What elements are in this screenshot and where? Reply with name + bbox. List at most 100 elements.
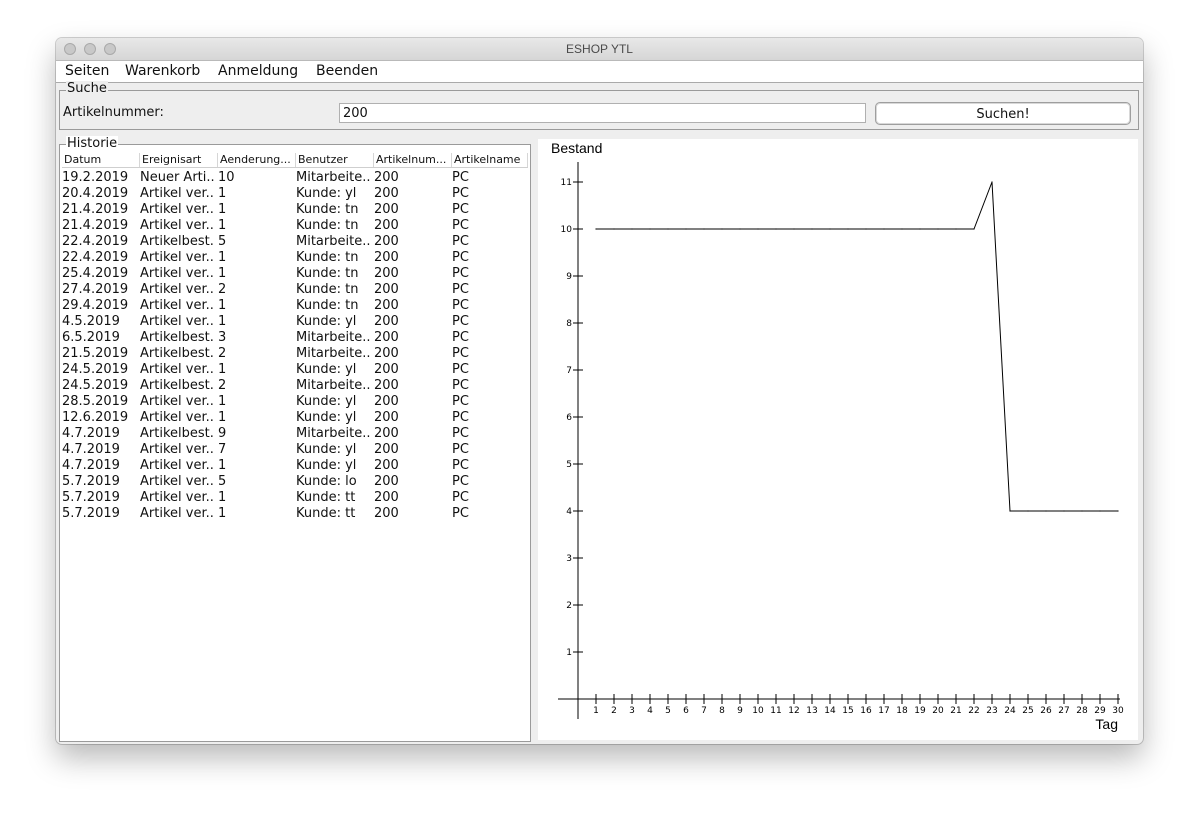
minimize-window-button[interactable] [84,43,96,55]
cell-datum: 24.5.2019 [62,362,129,377]
x-tick-label: 28 [1076,706,1088,716]
table-row[interactable]: 19.2.2019 Neuer Arti... 10 Mitarbeite... 200… [62,169,528,185]
menu-seiten[interactable]: Seiten [65,63,110,79]
cell-benutzer: Mitarbeite... [296,426,370,441]
menu-anmeldung[interactable]: Anmeldung [218,63,299,79]
series-line [596,181,1118,512]
cell-benutzer: Kunde: tn [296,218,359,233]
column-header-artikelnummer[interactable]: Artikelnum... [374,153,452,167]
cell-aenderung: 1 [218,394,227,409]
cell-ereignisart: Artikel ver... [140,458,214,473]
table-row[interactable]: 24.5.2019 Artikelbest... 2 Mitarbeite... 200… [62,377,528,393]
cell-ereignisart: Artikel ver... [140,202,214,217]
data-point [1009,510,1011,512]
cell-datum: 20.4.2019 [62,186,129,201]
x-tick-label: 8 [719,706,725,716]
article-number-input[interactable] [339,103,866,123]
table-row[interactable]: 5.7.2019 Artikel ver... 5 Kunde: lo 200 PC [62,473,528,489]
cell-artikelnummer: 200 [374,426,399,441]
data-point [649,228,651,230]
column-header-ereignisart[interactable]: Ereignisart [140,153,218,167]
table-row[interactable]: 29.4.2019 Artikel ver... 1 Kunde: tn 200 PC [62,297,528,313]
close-window-button[interactable] [64,43,76,55]
data-point [919,228,921,230]
table-row[interactable]: 4.7.2019 Artikel ver... 7 Kunde: yl 200 PC [62,441,528,457]
cell-aenderung: 10 [218,170,235,185]
cell-artikelname: PC [452,218,469,233]
cell-artikelnummer: 200 [374,346,399,361]
column-header-benutzer[interactable]: Benutzer [296,153,374,167]
cell-datum: 5.7.2019 [62,490,120,505]
table-row[interactable]: 6.5.2019 Artikelbest... 3 Mitarbeite... 200 P… [62,329,528,345]
x-tick-label: 3 [629,706,635,716]
cell-benutzer: Kunde: tn [296,298,359,313]
column-header-artikelname[interactable]: Artikelname [452,153,528,167]
cell-aenderung: 1 [218,410,227,425]
column-header-datum[interactable]: Datum [62,153,140,167]
data-point [1081,510,1083,512]
y-tick-label: 4 [566,507,572,517]
x-tick-label: 29 [1094,706,1106,716]
data-point [595,228,597,230]
x-tick-label: 26 [1040,706,1052,716]
x-tick-label: 25 [1022,706,1033,716]
data-point [973,228,975,230]
x-tick-label: 10 [752,706,764,716]
data-point [631,228,633,230]
cell-ereignisart: Artikel ver... [140,394,214,409]
table-row[interactable]: 21.4.2019 Artikel ver... 1 Kunde: tn 200 PC [62,217,528,233]
cell-benutzer: Mitarbeite... [296,330,370,345]
table-row[interactable]: 27.4.2019 Artikel ver... 2 Kunde: tn 200 PC [62,281,528,297]
x-tick-label: 13 [806,706,817,716]
data-point [937,228,939,230]
x-tick-label: 4 [647,706,653,716]
cell-ereignisart: Artikel ver... [140,186,214,201]
cell-artikelnummer: 200 [374,458,399,473]
data-point [829,228,831,230]
table-row[interactable]: 25.4.2019 Artikel ver... 1 Kunde: tn 200 PC [62,265,528,281]
table-row[interactable]: 20.4.2019 Artikel ver... 1 Kunde: yl 200 PC [62,185,528,201]
cell-artikelname: PC [452,266,469,281]
table-row[interactable]: 24.5.2019 Artikel ver... 1 Kunde: yl 200 PC [62,361,528,377]
x-tick-label: 2 [611,706,617,716]
cell-artikelnummer: 200 [374,186,399,201]
table-row[interactable]: 21.5.2019 Artikelbest... 2 Mitarbeite... 200… [62,345,528,361]
table-row[interactable]: 22.4.2019 Artikelbest... 5 Mitarbeite... 200… [62,233,528,249]
cell-datum: 19.2.2019 [62,170,129,185]
cell-benutzer: Kunde: tt [296,506,356,521]
zoom-window-button[interactable] [104,43,116,55]
cell-artikelname: PC [452,346,469,361]
table-row[interactable]: 5.7.2019 Artikel ver... 1 Kunde: tt 200 PC [62,505,528,521]
cell-datum: 4.7.2019 [62,426,120,441]
x-axis-label: Tag [1095,716,1118,732]
table-row[interactable]: 4.7.2019 Artikel ver... 1 Kunde: yl 200 PC [62,457,528,473]
cell-artikelname: PC [452,362,469,377]
table-row[interactable]: 4.5.2019 Artikel ver... 1 Kunde: yl 200 PC [62,313,528,329]
cell-benutzer: Mitarbeite... [296,234,370,249]
menu-warenkorb[interactable]: Warenkorb [125,63,201,79]
search-button[interactable]: Suchen! [875,102,1131,125]
y-axis-label: Bestand [551,140,602,156]
cell-artikelname: PC [452,394,469,409]
table-row[interactable]: 28.5.2019 Artikel ver... 1 Kunde: yl 200 PC [62,393,528,409]
cell-ereignisart: Artikelbest... [140,346,214,361]
data-point [1117,510,1119,512]
menu-beenden[interactable]: Beenden [316,63,379,79]
cell-benutzer: Mitarbeite... [296,346,370,361]
x-tick-label: 12 [788,706,799,716]
cell-aenderung: 1 [218,266,227,281]
cell-benutzer: Kunde: tn [296,266,359,281]
table-row[interactable]: 12.6.2019 Artikel ver... 1 Kunde: yl 200 PC [62,409,528,425]
cell-benutzer: Kunde: yl [296,362,357,377]
table-row[interactable]: 4.7.2019 Artikelbest... 9 Mitarbeite... 200 P… [62,425,528,441]
cell-ereignisart: Artikelbest... [140,330,214,345]
table-row[interactable]: 21.4.2019 Artikel ver... 1 Kunde: tn 200 PC [62,201,528,217]
table-row[interactable]: 5.7.2019 Artikel ver... 1 Kunde: tt 200 PC [62,489,528,505]
cell-artikelname: PC [452,170,469,185]
cell-aenderung: 1 [218,202,227,217]
table-row[interactable]: 22.4.2019 Artikel ver... 1 Kunde: tn 200 PC [62,249,528,265]
cell-artikelnummer: 200 [374,490,399,505]
column-header-aenderung[interactable]: Aenderung... [218,153,296,167]
data-point [955,228,957,230]
x-tick-label: 15 [842,706,853,716]
